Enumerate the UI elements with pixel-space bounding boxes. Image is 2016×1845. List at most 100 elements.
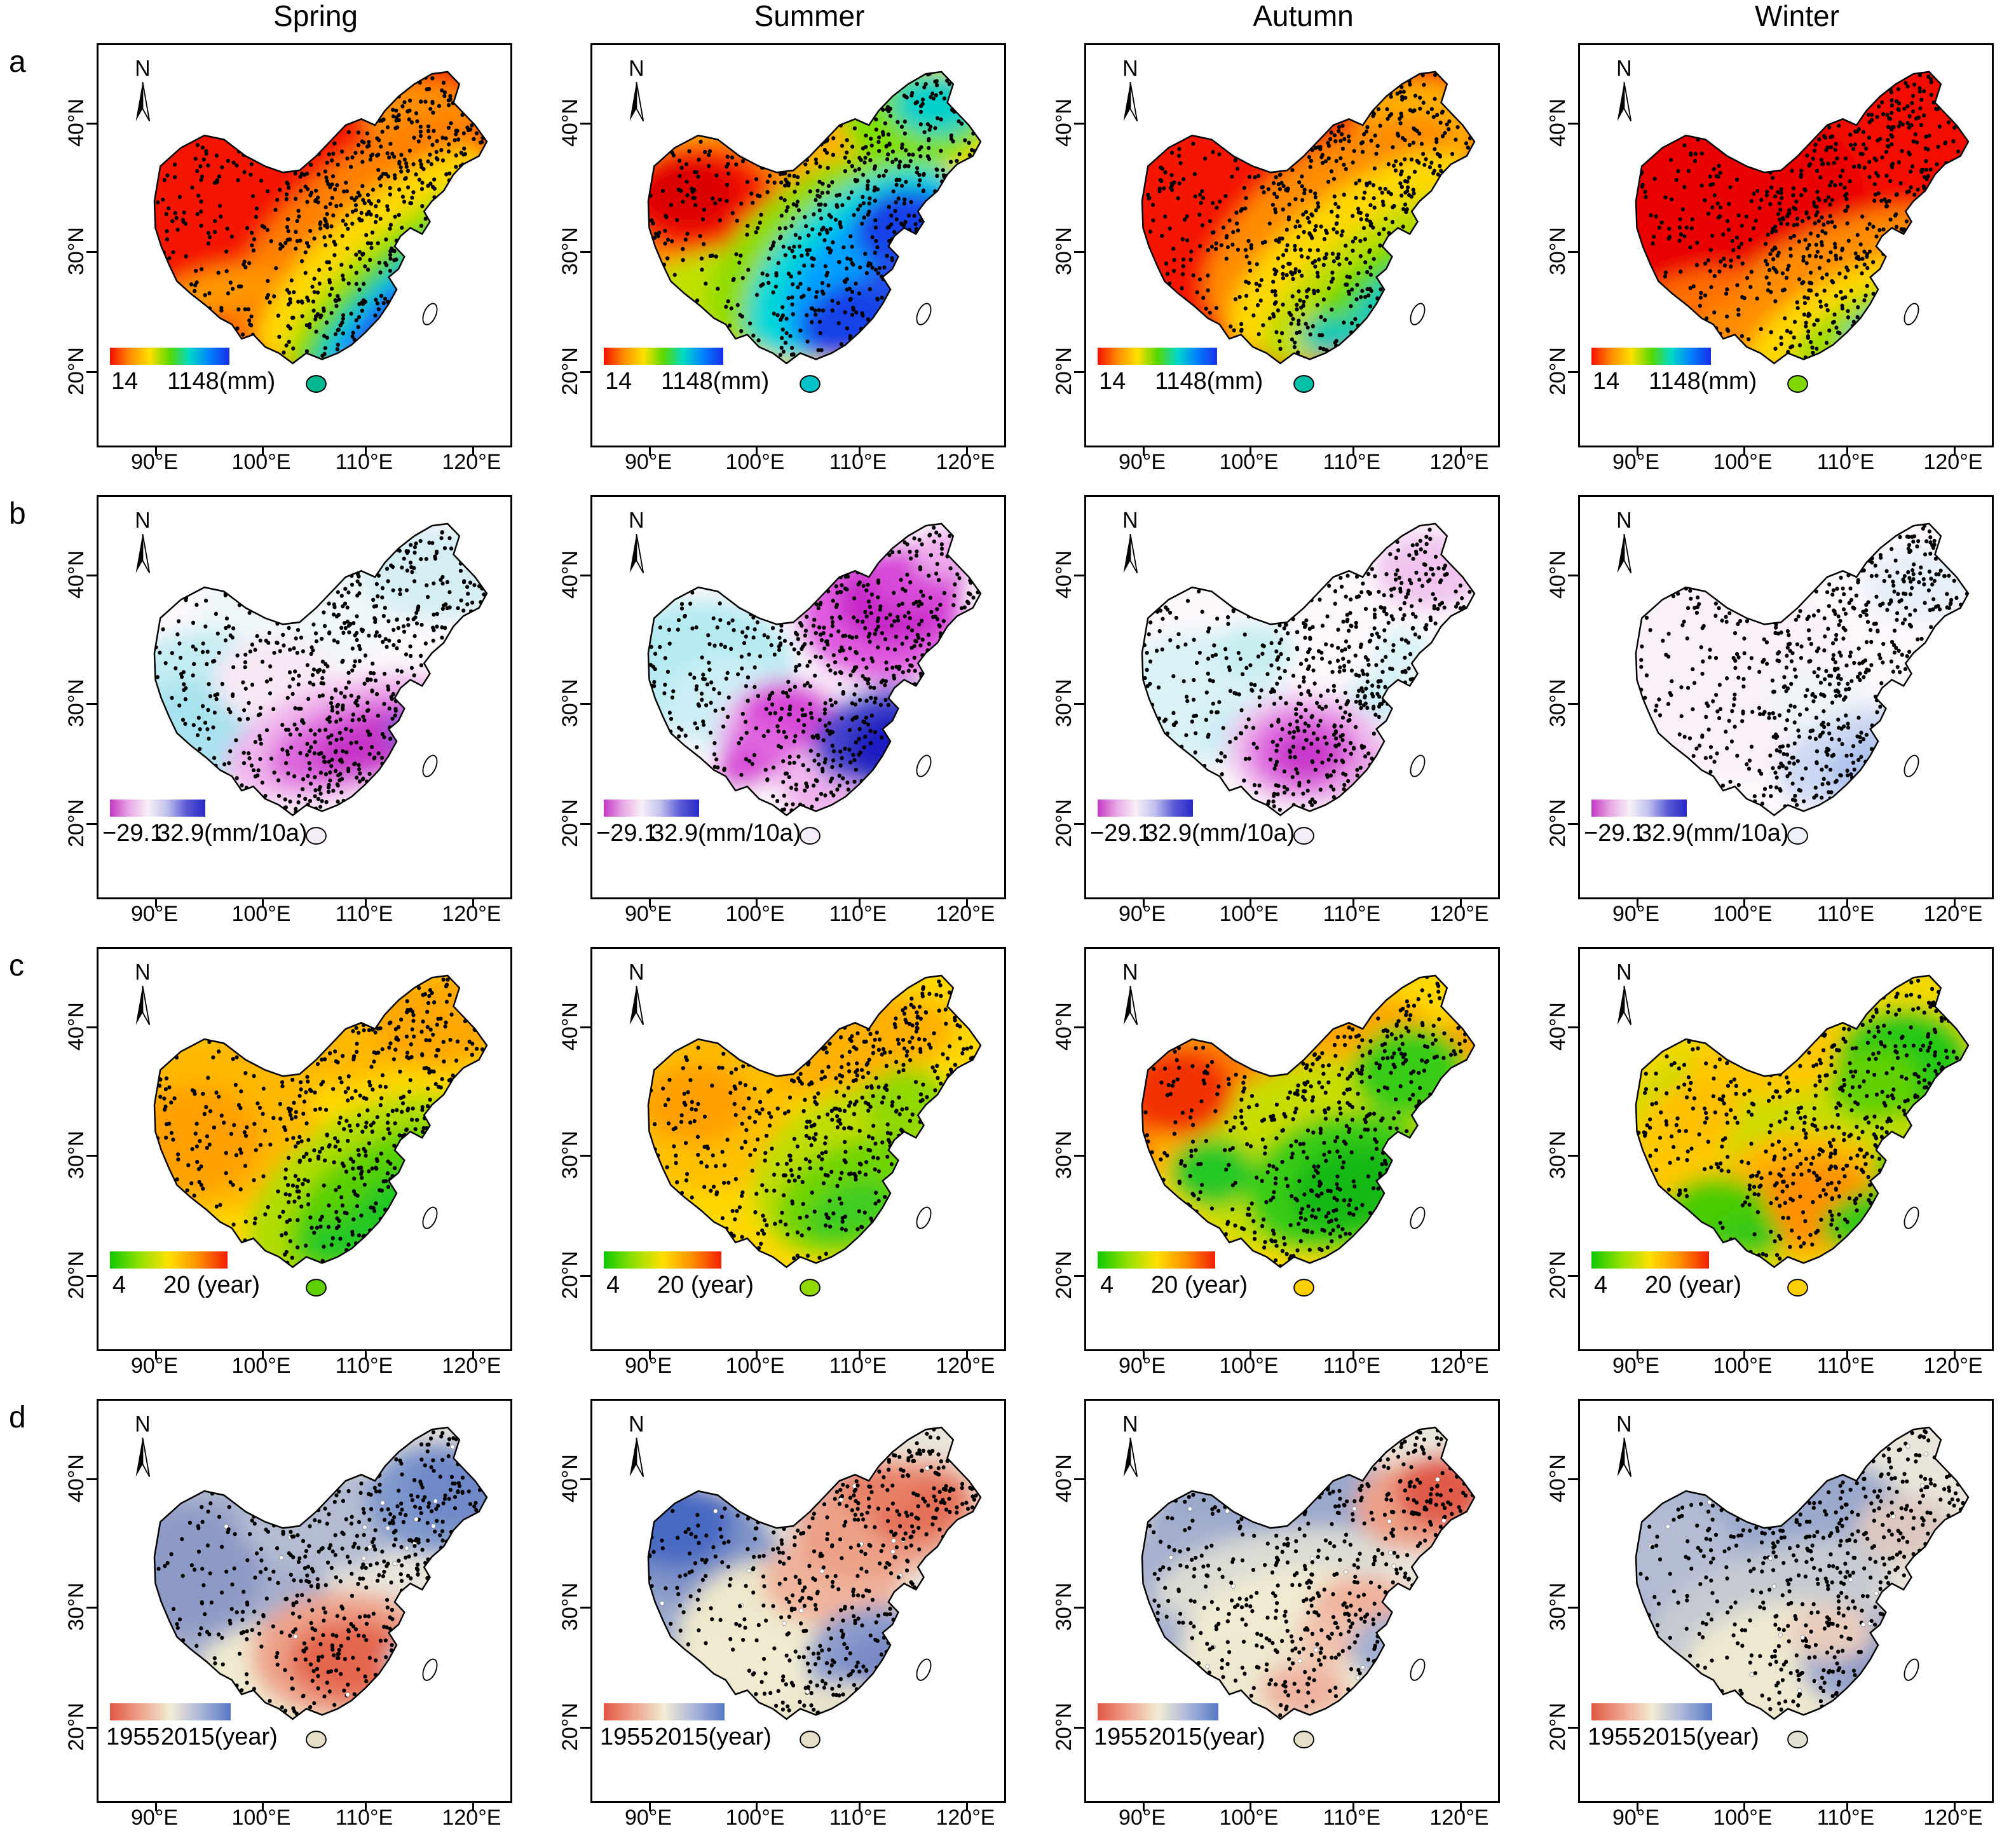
north-needle-dark xyxy=(629,986,637,1025)
lon-tick-mark xyxy=(859,447,861,456)
lat-tick-mark xyxy=(1568,823,1578,825)
north-arrow: N xyxy=(629,1412,644,1478)
station-dots xyxy=(648,1427,978,1715)
colorbar-max-label: 1148(mm) xyxy=(661,368,770,395)
north-label: N xyxy=(629,57,644,81)
colorbar-max-label: 32.9(mm/10a) xyxy=(651,820,801,847)
lon-tick-label: 90°E xyxy=(624,1354,672,1378)
lon-tick-label: 90°E xyxy=(1118,1806,1166,1830)
lat-tick-label: 40°N xyxy=(558,1002,582,1051)
lon-tick-label: 100°E xyxy=(1713,1354,1773,1378)
map-panel-d-winter: N 1955 2015(year) 40°N 30°N 20°N 90°E 100°E 110°… xyxy=(1522,1392,2016,1844)
row-letter: a xyxy=(9,45,26,79)
colorbar-min-label: 14 xyxy=(1099,368,1126,395)
north-label: N xyxy=(629,1412,644,1437)
colorbar xyxy=(1591,800,1687,817)
map-frame: N 4 20 (year) xyxy=(97,947,512,1351)
lat-tick-mark xyxy=(86,575,97,576)
lat-tick-mark xyxy=(86,251,97,253)
lon-tick-mark xyxy=(649,899,651,908)
north-needle-dark xyxy=(629,534,637,573)
lat-tick-label: 30°N xyxy=(64,679,88,727)
lon-tick-mark xyxy=(1743,1351,1745,1359)
colorbar-min-label: −29.1 xyxy=(102,820,164,847)
taiwan-island xyxy=(1904,754,1919,777)
lat-tick-label: 20°N xyxy=(1052,347,1076,395)
china-outline xyxy=(647,522,982,817)
row-letter: c xyxy=(9,949,24,983)
map-frame: N 1955 2015(year) xyxy=(97,1399,512,1803)
lon-tick-mark xyxy=(966,447,968,456)
north-label: N xyxy=(135,960,151,985)
station-dots xyxy=(648,526,980,813)
lat-tick-label: 20°N xyxy=(64,799,88,847)
lon-tick-mark xyxy=(262,1351,264,1359)
north-needle-dark xyxy=(1123,986,1131,1025)
hainan-island xyxy=(800,827,821,845)
north-arrow: N xyxy=(135,57,151,122)
north-needle-light xyxy=(142,533,151,574)
lat-tick-label: 20°N xyxy=(64,347,88,395)
north-needle-light xyxy=(1129,1437,1138,1478)
taiwan-island xyxy=(422,754,438,777)
lat-tick-mark xyxy=(1074,251,1084,253)
lat-tick-label: 30°N xyxy=(1052,1131,1076,1179)
north-arrow: N xyxy=(1616,960,1632,1026)
lon-tick-label: 90°E xyxy=(1612,1354,1660,1378)
lat-tick-mark xyxy=(580,371,590,373)
lon-tick-label: 110°E xyxy=(335,902,393,926)
row-label-c: c xyxy=(0,941,41,1392)
china-map-d-3: N xyxy=(1616,1412,1970,1748)
lon-tick-mark xyxy=(155,899,157,908)
map-panel-b-spring: N −29.1 32.9(mm/10a) 40°N 30°N 20°N 90°E 100°E 1… xyxy=(41,489,535,941)
lon-tick-mark xyxy=(1846,899,1848,908)
lat-tick-mark xyxy=(1568,1478,1578,1480)
lon-tick-mark xyxy=(1637,447,1638,456)
north-needle-light xyxy=(142,985,151,1026)
north-needle-light xyxy=(636,533,644,574)
lon-tick-mark xyxy=(1954,1351,1956,1359)
lon-tick-label: 110°E xyxy=(1323,1354,1381,1378)
lat-tick-label: 20°N xyxy=(64,1703,88,1751)
colorbar-min-label: 1955 xyxy=(1094,1724,1148,1750)
map-panel-b-autumn: N −29.1 32.9(mm/10a) 40°N 30°N 20°N 90°E 100°E 1… xyxy=(1028,489,1522,941)
lat-tick-label: 40°N xyxy=(558,550,582,599)
lat-tick-mark xyxy=(86,123,97,125)
station-dots xyxy=(1148,1428,1475,1718)
lon-tick-mark xyxy=(1250,447,1251,456)
hainan-island xyxy=(306,827,327,845)
china-map-c-3: N xyxy=(1616,960,1970,1297)
lon-tick-mark xyxy=(262,447,264,456)
lon-tick-mark xyxy=(756,1351,758,1359)
north-needle-dark xyxy=(135,534,143,573)
map-panel-a-winter: N 14 1148(mm) 40°N 30°N 20°N 90°E 100°E 110°E 120… xyxy=(1522,37,2016,489)
north-arrow: N xyxy=(1122,960,1138,1026)
lat-tick-mark xyxy=(580,251,590,253)
lat-tick-label: 30°N xyxy=(64,1583,88,1631)
lat-tick-mark xyxy=(1568,1727,1578,1729)
column-title: Summer xyxy=(754,0,865,32)
colorbar-max-label: 32.9(mm/10a) xyxy=(157,820,308,847)
lat-tick-mark xyxy=(1074,703,1084,705)
lon-tick-mark xyxy=(649,1351,651,1359)
lon-tick-label: 110°E xyxy=(829,450,887,474)
colorbar xyxy=(110,1251,228,1269)
lat-tick-mark xyxy=(86,1155,97,1157)
lat-tick-mark xyxy=(1568,371,1578,373)
lon-tick-mark xyxy=(1846,1803,1848,1811)
lon-tick-mark xyxy=(966,899,968,908)
lat-tick-label: 30°N xyxy=(1546,227,1570,275)
lat-tick-label: 40°N xyxy=(1052,99,1076,147)
hainan-island xyxy=(800,1731,821,1748)
lat-tick-label: 20°N xyxy=(1546,799,1570,847)
column-title: Spring xyxy=(273,0,358,32)
lon-tick-mark xyxy=(1743,1803,1745,1811)
lon-tick-mark xyxy=(1250,1351,1251,1359)
hainan-island xyxy=(1293,1731,1314,1748)
lat-tick-label: 30°N xyxy=(1546,1131,1570,1179)
lat-tick-label: 40°N xyxy=(1052,1454,1076,1502)
station-dots xyxy=(1638,1429,1965,1712)
lat-tick-label: 20°N xyxy=(558,1703,582,1751)
lon-tick-label: 100°E xyxy=(231,1806,291,1830)
